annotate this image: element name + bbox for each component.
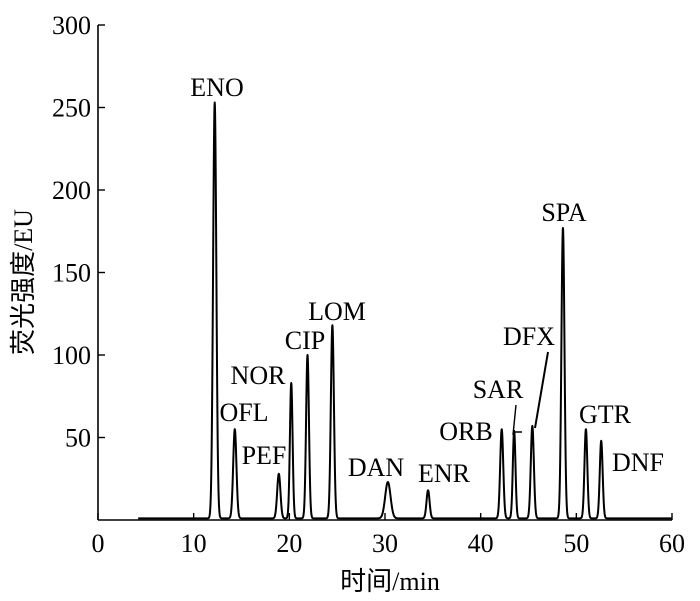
peak-label-eno: ENO [190,73,243,102]
y-tick-label: 100 [52,341,91,370]
y-tick-label: 300 [52,11,91,40]
y-tick-label: 50 [65,424,91,453]
x-tick-label: 60 [659,529,685,558]
x-tick-label: 30 [372,529,398,558]
x-tick-label: 0 [92,529,105,558]
dfx-leader-line [534,351,549,429]
x-tick-label: 50 [563,529,589,558]
x-axis-label: 时间/min [340,567,440,596]
peak-label-pef: PEF [242,441,287,470]
peak-label-dan: DAN [348,453,405,482]
peak-label-enr: ENR [418,459,471,488]
y-axis-label: 荧光强度/EU [9,209,38,355]
peak-label-ofl: OFL [219,398,268,427]
peak-label-gtr: GTR [579,400,632,429]
peak-label-lom: LOM [308,297,366,326]
peak-label-cip: CIP [285,326,325,355]
peak-label-orb: ORB [439,417,492,446]
y-ticks: 50 100 150 200 250 300 [52,11,105,453]
chromatogram-trace [137,101,673,520]
y-tick-label: 200 [52,176,91,205]
y-tick-label: 150 [52,259,91,288]
peak-label-nor: NOR [231,361,287,390]
x-tick-label: 20 [276,529,302,558]
x-tick-label: 40 [468,529,494,558]
y-tick-label: 250 [52,94,91,123]
peak-annotations [512,351,549,436]
sar-leader-line [512,404,522,436]
peak-label-sar: SAR [473,375,524,404]
peak-label-dfx: DFX [503,322,555,351]
peak-label-dnf: DNF [612,448,664,477]
x-ticks: 0 10 20 30 40 50 60 [92,513,685,558]
peak-label-spa: SPA [541,198,587,227]
x-tick-label: 10 [181,529,207,558]
